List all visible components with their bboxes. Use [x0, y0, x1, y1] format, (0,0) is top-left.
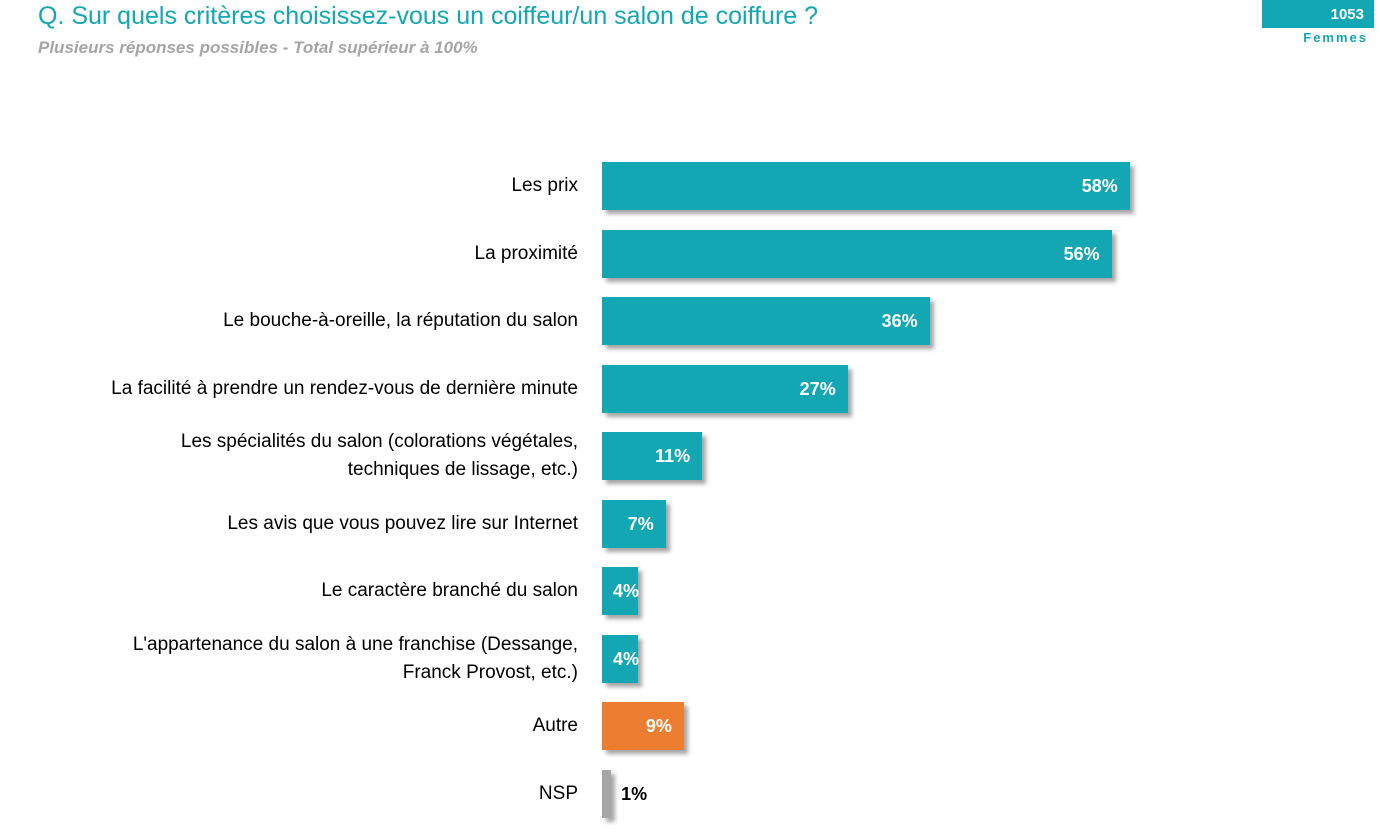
bar: [602, 297, 930, 345]
category-label-line: La facilité à prendre un rendez-vous de …: [111, 377, 578, 399]
category-label-line: Autre: [532, 715, 578, 736]
chart-title: Q. Sur quels critères choisissez-vous un…: [38, 2, 819, 30]
category-label: Le caractère branché du salon: [8, 577, 578, 605]
bar-value-label: 7%: [627, 513, 654, 534]
bar-value-label: 36%: [881, 311, 918, 331]
category-label-line: Les spécialités du salon (colorations vé…: [180, 431, 578, 452]
bar: [602, 229, 1112, 278]
category-label: L'appartenance du salon à une franchise …: [8, 631, 578, 687]
chart-subtitle: Plusieurs réponses possibles - Total sup…: [38, 38, 478, 57]
bar: [602, 499, 666, 548]
bar: [602, 769, 612, 818]
category-label-line: La proximité: [474, 242, 579, 264]
bar: [602, 162, 1130, 210]
category-label-line: Le bouche-à-oreille, la réputation du sa…: [223, 310, 578, 331]
category-label: Autre: [8, 712, 578, 740]
bar-value-label: 11%: [655, 446, 691, 466]
category-label: La facilité à prendre un rendez-vous de …: [8, 375, 578, 403]
bar: [602, 432, 703, 480]
category-label-line: Le caractère branché du salon: [321, 580, 578, 601]
bar: [602, 364, 848, 413]
bar-value-label: 56%: [1063, 243, 1100, 264]
category-label: Le bouche-à-oreille, la réputation du sa…: [8, 307, 578, 335]
sample-size-count: 1053: [1330, 6, 1364, 23]
bar-value-label: 4%: [613, 648, 640, 669]
bar-value-label: 4%: [613, 581, 640, 601]
sample-size-badge: 1053: [1262, 0, 1374, 28]
category-label: Les spécialités du salon (colorations vé…: [8, 428, 578, 484]
bar: [602, 702, 684, 750]
category-label-line: Les avis que vous pouvez lire sur Intern…: [227, 512, 578, 534]
sample-size-label: Femmes: [1303, 30, 1368, 45]
category-label-line: Les prix: [511, 175, 578, 196]
bar: [602, 634, 639, 683]
bar: [602, 567, 639, 615]
bar-value-label: 1%: [621, 783, 648, 804]
bar-value-label: 9%: [645, 716, 672, 736]
category-label-line: NSP: [538, 782, 578, 804]
category-label: Les avis que vous pouvez lire sur Intern…: [8, 510, 578, 538]
bar-value-label: 27%: [799, 378, 836, 399]
category-label-line: techniques de lissage, etc.): [347, 459, 578, 480]
category-label: NSP: [8, 780, 578, 808]
bar-value-label: 58%: [1081, 176, 1118, 196]
category-label-line: Franck Provost, etc.): [402, 661, 578, 683]
category-label: La proximité: [8, 240, 579, 268]
category-label: Les prix: [8, 172, 578, 200]
category-label-line: L'appartenance du salon à une franchise …: [132, 633, 578, 655]
